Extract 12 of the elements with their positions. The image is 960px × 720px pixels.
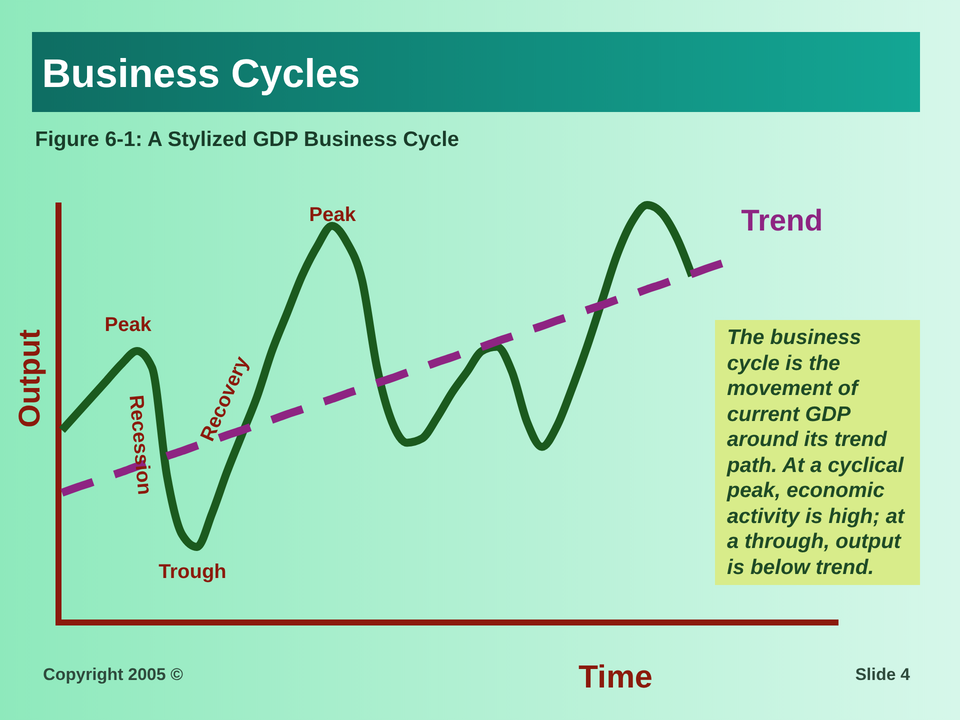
annotation: Recession	[124, 394, 156, 496]
y-axis-title: Output	[14, 329, 46, 428]
x-axis-title: Time	[578, 658, 653, 694]
chart-subtitle: Figure 6-1: A Stylized GDP Business Cycle	[35, 128, 460, 151]
annotation: Peak	[104, 314, 152, 336]
text: Slide 4	[855, 665, 910, 684]
annotation: Peak	[309, 204, 357, 226]
note-panel: The business cycle is the movement of current GDP around its trend path. At a cyclical peak, economic activity is high; at a through, output is below trend.	[715, 320, 920, 585]
text: Copyright 2005 ©	[43, 665, 184, 684]
chart-title: Business Cycles	[42, 52, 360, 96]
series-label: Trend	[741, 204, 823, 238]
annotation: Trough	[158, 561, 226, 583]
